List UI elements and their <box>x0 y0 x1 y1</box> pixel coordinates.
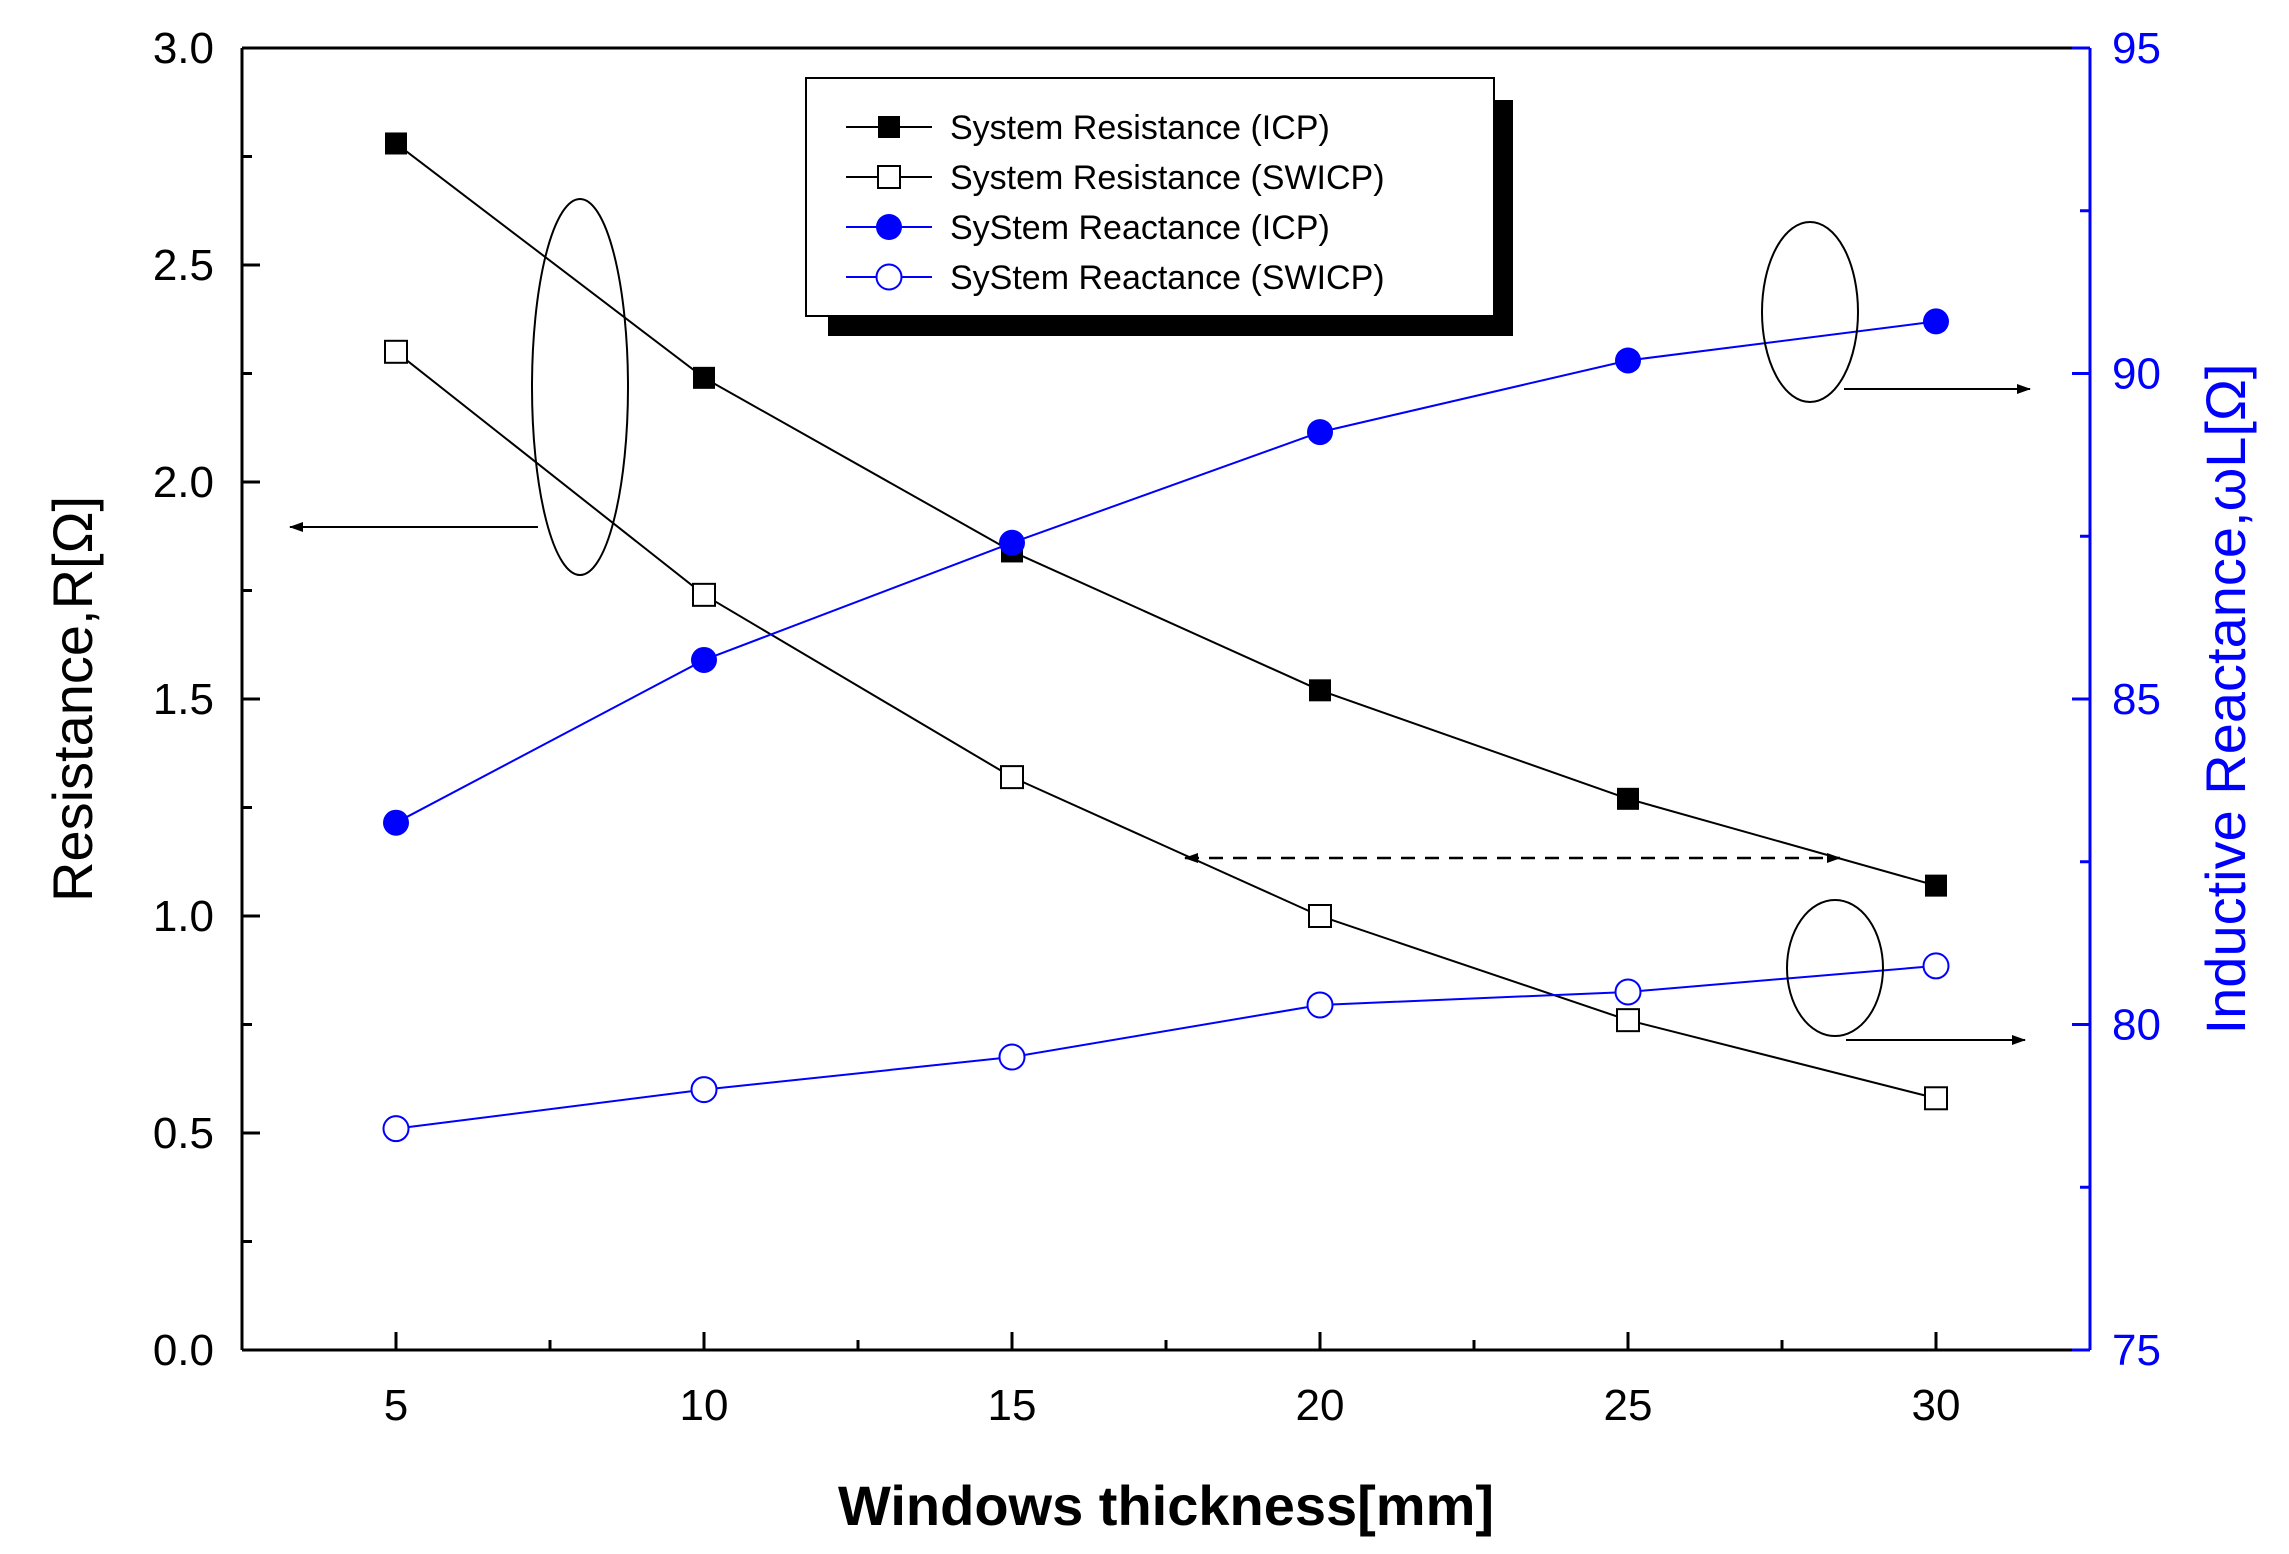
data-point <box>1924 1086 1948 1111</box>
annotations <box>289 198 2031 1045</box>
data-point <box>1925 874 1947 897</box>
x-tick-label: 15 <box>988 1381 1037 1430</box>
data-point <box>692 582 716 607</box>
left-y-tick-label: 0.5 <box>153 1109 214 1158</box>
data-point <box>1922 952 1950 980</box>
legend-label: SyStem Reactance (SWICP) <box>950 259 1385 297</box>
right-y-axis-title: Inductive Reactance,ωL[Ω] <box>2194 364 2257 1035</box>
data-point <box>1614 978 1642 1006</box>
series-layer <box>382 132 1950 1143</box>
left-y-tick-label: 1.5 <box>153 675 214 724</box>
legend-label: System Resistance (SWICP) <box>950 159 1385 197</box>
left-y-tick-label: 2.0 <box>153 458 214 507</box>
series-system-reactance-swicp <box>382 952 1950 1143</box>
data-point <box>1309 679 1331 702</box>
legend: System Resistance (ICP) System Resistance… <box>805 77 1513 336</box>
data-point <box>384 339 408 364</box>
left-y-tick-label: 2.5 <box>153 241 214 290</box>
legend-item: SyStem Reactance (ICP) <box>846 209 1330 247</box>
legend-marker <box>878 116 900 138</box>
data-point <box>1308 904 1332 928</box>
data-point <box>693 366 715 389</box>
right-y-tick-label: 80 <box>2112 1001 2161 1050</box>
x-tick-label: 25 <box>1604 1381 1653 1430</box>
x-axis-title: Windows thickness[mm] <box>838 1474 1494 1537</box>
data-point <box>1616 1008 1640 1033</box>
legend-item: System Resistance (ICP) <box>846 109 1330 147</box>
right-y-tick-label: 95 <box>2112 24 2161 73</box>
data-point <box>1617 787 1639 810</box>
legend-marker <box>877 165 901 189</box>
series-system-resistance-swicp <box>384 339 1948 1111</box>
data-point <box>385 132 407 155</box>
legend-item: SyStem Reactance (SWICP) <box>846 259 1385 297</box>
data-point <box>1923 308 1949 335</box>
legend-label: SyStem Reactance (ICP) <box>950 209 1330 247</box>
right-y-tick-label: 90 <box>2112 350 2161 399</box>
series-line <box>395 320 1937 824</box>
left-y-tick-label: 0.0 <box>153 1326 214 1375</box>
series-line <box>395 142 1937 887</box>
data-point <box>690 1076 718 1104</box>
right-y-tick-label: 85 <box>2112 675 2161 724</box>
data-point <box>691 646 717 673</box>
series-line <box>395 351 1937 1100</box>
x-tick-label: 5 <box>384 1381 408 1430</box>
data-point <box>383 809 409 836</box>
data-point <box>999 529 1025 556</box>
data-point <box>1306 991 1334 1019</box>
legend-item: System Resistance (SWICP) <box>846 159 1385 197</box>
legend-label: System Resistance (ICP) <box>950 109 1330 147</box>
data-point <box>1615 347 1641 374</box>
left-y-tick-label: 1.0 <box>153 892 214 941</box>
lower-right-ellipse <box>1786 899 1884 1037</box>
x-tick-label: 30 <box>1912 1381 1961 1430</box>
data-point <box>382 1115 410 1143</box>
x-tick-label: 10 <box>680 1381 729 1430</box>
data-point <box>998 1043 1026 1071</box>
axes: 5 10 15 20 25 30 0.0 0.5 1.0 1.5 2.0 2.5 3.0 75 80 85 90… <box>41 24 2257 1537</box>
right-y-tick-label: 75 <box>2112 1326 2161 1375</box>
series-system-reactance-icp <box>383 308 1949 836</box>
legend-marker <box>875 263 903 291</box>
left-series-ellipse <box>531 198 629 576</box>
left-y-tick-label: 3.0 <box>153 24 214 73</box>
upper-right-ellipse <box>1761 221 1859 403</box>
series-line <box>395 964 1937 1130</box>
left-y-axis-title: Resistance,R[Ω] <box>41 496 104 902</box>
data-point <box>1000 765 1024 790</box>
x-tick-label: 20 <box>1296 1381 1345 1430</box>
data-point <box>1307 419 1333 446</box>
legend-marker <box>876 214 902 240</box>
